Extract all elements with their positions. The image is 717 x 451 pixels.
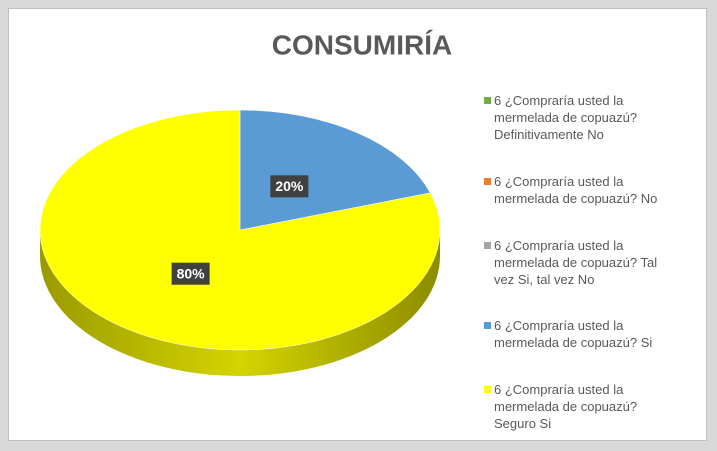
legend-entry: 6 ¿Compraría usted la mermelada de copua…: [484, 173, 674, 207]
data-label: 80%: [171, 262, 210, 285]
legend-label: 6 ¿Compraría usted la mermelada de copua…: [494, 237, 658, 287]
legend-swatch: [484, 97, 491, 104]
data-label-text: 20%: [275, 178, 304, 194]
legend-label: 6 ¿Compraría usted la mermelada de copua…: [494, 173, 658, 206]
data-label-box: [171, 262, 210, 285]
legend-entry: 6 ¿Compraría usted la mermelada de copua…: [484, 92, 674, 143]
legend-label: 6 ¿Compraría usted la mermelada de copua…: [494, 93, 638, 142]
legend-entry: 6 ¿Compraría usted la mermelada de copua…: [484, 317, 674, 351]
legend-label: 6 ¿Compraría usted la mermelada de copua…: [494, 318, 653, 351]
data-label-text: 80%: [177, 265, 206, 281]
legend-entry: 6 ¿Compraría usted la mermelada de copua…: [484, 381, 674, 432]
data-label: 20%: [270, 175, 309, 198]
legend-swatch: [484, 322, 491, 330]
legend-entry: 6 ¿Compraría usted la mermelada de copua…: [484, 237, 674, 288]
chart-title: CONSUMIRÍA: [272, 29, 452, 60]
data-label-box: [270, 175, 309, 198]
legend: 6 ¿Compraría usted la mermelada de copua…: [484, 92, 674, 432]
slice-side: [40, 230, 440, 376]
slice: [239, 109, 431, 231]
slice: [39, 109, 441, 351]
legend-swatch: [484, 241, 491, 249]
legend-swatch: [484, 177, 491, 185]
legend-label: 6 ¿Compraría usted la mermelada de copua…: [494, 382, 638, 431]
legend-swatch: [484, 386, 491, 393]
